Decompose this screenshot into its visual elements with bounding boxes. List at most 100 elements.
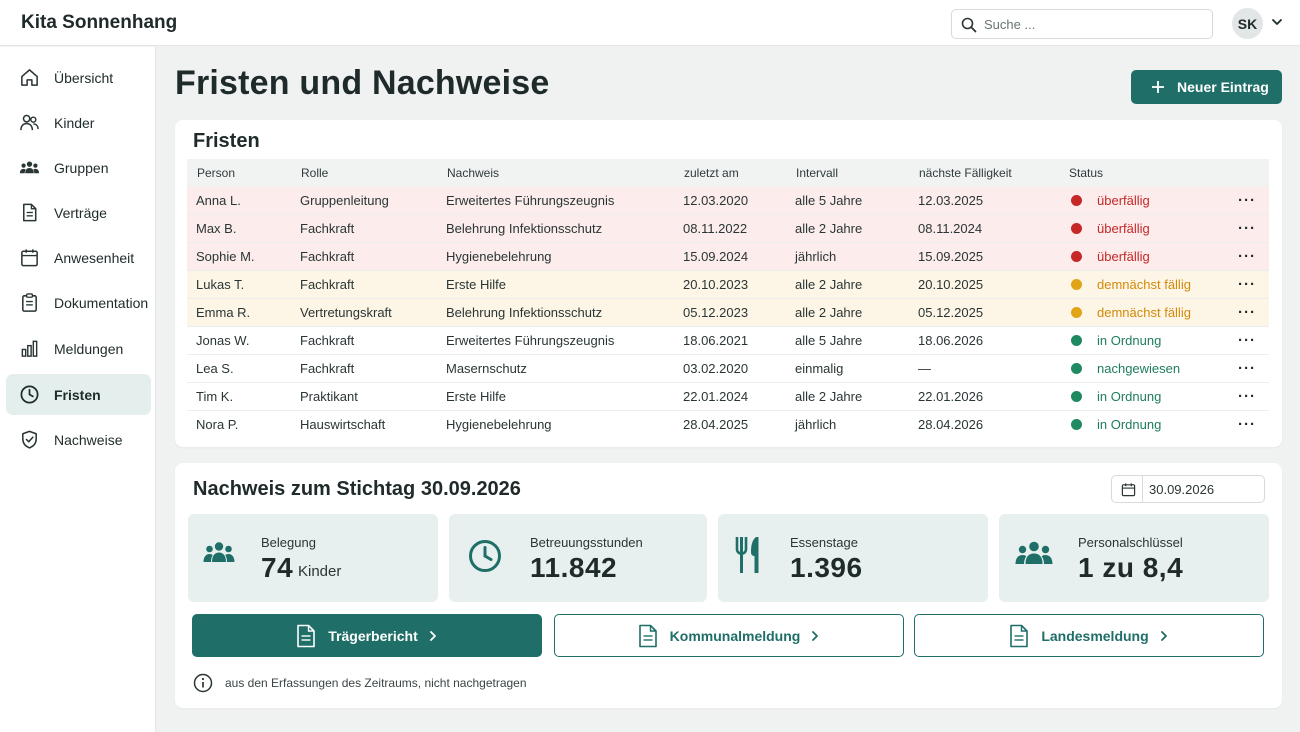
table-row[interactable]: Emma R. Vertretungskraft Belehrung Infekti… xyxy=(187,298,1269,327)
sidebar-item-vertraege[interactable]: Verträge xyxy=(6,192,151,233)
page-title: Fristen und Nachweise xyxy=(175,64,550,102)
sidebar: Übersicht Kinder Gruppen Verträge Anwese… xyxy=(0,47,156,732)
cell-interval: jährlich xyxy=(786,242,909,271)
traegerbericht-button[interactable]: Trägerbericht xyxy=(192,614,542,657)
table-row[interactable]: Anna L. Gruppenleitung Erweitertes Führung… xyxy=(187,187,1269,215)
cell-proof: Erweitertes Führungszeugnis xyxy=(437,326,674,355)
status-dot xyxy=(1071,335,1082,346)
cell-interval: alle 5 Jahre xyxy=(786,326,909,355)
groups-icon xyxy=(19,161,40,174)
document-icon xyxy=(638,624,657,647)
app-title: Kita Sonnenhang xyxy=(21,12,178,33)
status-text: in Ordnung xyxy=(1097,417,1162,432)
cutlery-icon xyxy=(735,537,759,573)
column-header-actions xyxy=(1229,159,1269,187)
staff-icon xyxy=(1015,541,1053,564)
more-options-icon[interactable]: ··· xyxy=(1238,388,1256,405)
landesmeldung-button[interactable]: Landesmeldung xyxy=(914,614,1264,657)
cell-proof: Hygienebelehrung xyxy=(437,242,674,271)
table-row[interactable]: Jonas W. Fachkraft Erweitertes Führungszeu… xyxy=(187,326,1269,355)
more-options-icon[interactable]: ··· xyxy=(1238,276,1256,293)
user-avatar[interactable]: SK xyxy=(1232,8,1263,39)
sidebar-item-label: Anwesenheit xyxy=(54,250,135,266)
column-header[interactable]: Status xyxy=(1059,159,1229,187)
table-row[interactable]: Max B. Fachkraft Belehrung Infektionsschut… xyxy=(187,214,1269,243)
cell-actions: ··· xyxy=(1229,270,1269,299)
status-dot xyxy=(1071,195,1082,206)
table-row[interactable]: Sophie M. Fachkraft Hygienebelehrung 15.09.… xyxy=(187,242,1269,271)
table-row[interactable]: Tim K. Praktikant Erste Hilfe 22.01.2024 all… xyxy=(187,382,1269,411)
cell-person: Max B. xyxy=(187,214,291,243)
cell-person: Emma R. xyxy=(187,298,291,327)
button-label: Trägerbericht xyxy=(328,627,418,644)
cell-status: demnächst fällig xyxy=(1059,298,1229,327)
cell-last: 05.12.2023 xyxy=(674,298,786,327)
more-options-icon[interactable]: ··· xyxy=(1238,416,1256,433)
cell-last: 08.11.2022 xyxy=(674,214,786,243)
document-icon xyxy=(297,624,316,647)
cell-person: Tim K. xyxy=(187,382,291,411)
table-row[interactable]: Lea S. Fachkraft Masernschutz 03.02.2020 ein… xyxy=(187,354,1269,383)
calendar-icon[interactable] xyxy=(1121,482,1136,497)
column-header[interactable]: Intervall xyxy=(786,159,909,187)
cell-person: Anna L. xyxy=(187,187,291,215)
status-text: überfällig xyxy=(1097,221,1150,236)
bar-chart-icon xyxy=(21,340,38,357)
column-header[interactable]: Person xyxy=(187,159,291,187)
search-box[interactable] xyxy=(951,9,1213,39)
sidebar-item-gruppen[interactable]: Gruppen xyxy=(6,147,151,188)
stat-label: Belegung xyxy=(261,535,316,550)
children-icon xyxy=(20,114,39,131)
sidebar-item-label: Dokumentation xyxy=(54,295,149,311)
kommunalmeldung-button[interactable]: Kommunalmeldung xyxy=(554,614,904,657)
cell-role: Fachkraft xyxy=(291,214,437,243)
cell-status: überfällig xyxy=(1059,242,1229,271)
cell-status: in Ordnung xyxy=(1059,326,1229,355)
cell-next: 18.06.2026 xyxy=(909,326,1059,355)
status-dot xyxy=(1071,419,1082,430)
new-entry-button[interactable]: Neuer Eintrag xyxy=(1131,70,1282,104)
sidebar-item-meldungen[interactable]: Meldungen xyxy=(6,328,151,369)
more-options-icon[interactable]: ··· xyxy=(1238,360,1256,377)
new-entry-label: Neuer Eintrag xyxy=(1177,79,1269,95)
cell-role: Gruppenleitung xyxy=(291,187,437,215)
cell-actions: ··· xyxy=(1229,326,1269,355)
status-text: nachgewiesen xyxy=(1097,361,1181,376)
column-header[interactable]: Rolle xyxy=(291,159,437,187)
more-options-icon[interactable]: ··· xyxy=(1238,192,1256,209)
chevron-down-icon[interactable] xyxy=(1271,16,1283,28)
column-header[interactable]: Nachweis xyxy=(437,159,674,187)
shield-check-icon xyxy=(22,430,37,449)
deadlines-title: Fristen xyxy=(193,130,260,152)
sidebar-item-anwesenheit[interactable]: Anwesenheit xyxy=(6,237,151,278)
cell-interval: alle 2 Jahre xyxy=(786,270,909,299)
sidebar-item-nachweise[interactable]: Nachweise xyxy=(6,419,151,460)
info-note: aus den Erfassungen des Zeitraums, nicht… xyxy=(193,673,527,693)
sidebar-item-uebersicht[interactable]: Übersicht xyxy=(6,57,151,98)
more-options-icon[interactable]: ··· xyxy=(1238,220,1256,237)
cell-status: in Ordnung xyxy=(1059,411,1229,439)
status-dot xyxy=(1071,363,1082,374)
cell-proof: Belehrung Infektionsschutz xyxy=(437,298,674,327)
more-options-icon[interactable]: ··· xyxy=(1238,304,1256,321)
reference-date-picker[interactable] xyxy=(1111,475,1265,503)
table-row[interactable]: Lukas T. Fachkraft Erste Hilfe 20.10.2023 al… xyxy=(187,270,1269,299)
column-header[interactable]: nächste Fälligkeit xyxy=(909,159,1059,187)
table-row[interactable]: Nora P. Hauswirtschaft Hygienebelehrung 28.… xyxy=(187,411,1269,439)
reference-date-input[interactable] xyxy=(1149,480,1259,498)
search-input[interactable] xyxy=(984,14,1204,34)
document-icon xyxy=(1010,624,1029,647)
cell-proof: Erste Hilfe xyxy=(437,270,674,299)
chevron-right-icon xyxy=(1160,630,1167,641)
status-dot xyxy=(1071,251,1082,262)
sidebar-item-dokumentation[interactable]: Dokumentation xyxy=(6,282,151,323)
sidebar-item-fristen[interactable]: Fristen xyxy=(6,374,151,415)
cell-status: überfällig xyxy=(1059,187,1229,215)
stat-card-essenstage: Essenstage 1.396 xyxy=(718,514,988,602)
status-dot xyxy=(1071,279,1082,290)
sidebar-item-kinder[interactable]: Kinder xyxy=(6,102,151,143)
deadlines-table: Person Rolle Nachweis zuletzt am Interva… xyxy=(187,159,1269,438)
more-options-icon[interactable]: ··· xyxy=(1238,332,1256,349)
more-options-icon[interactable]: ··· xyxy=(1238,248,1256,265)
column-header[interactable]: zuletzt am xyxy=(674,159,786,187)
